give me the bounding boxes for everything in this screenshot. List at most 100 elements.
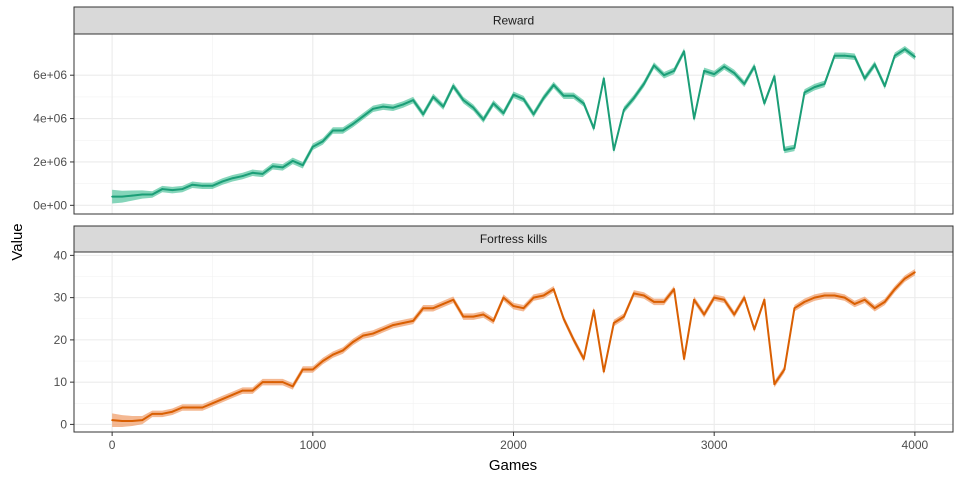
data-point [723, 298, 726, 301]
data-point [542, 294, 545, 297]
data-point [412, 99, 415, 102]
data-point [211, 402, 214, 405]
data-point [532, 113, 535, 116]
data-point [111, 195, 114, 198]
data-point [271, 381, 274, 384]
data-point [522, 307, 525, 310]
data-point [181, 406, 184, 409]
y-tick-label: 0e+00 [33, 198, 67, 212]
data-point [392, 324, 394, 326]
data-point [673, 69, 675, 72]
data-point [452, 298, 455, 301]
data-point [512, 93, 515, 96]
data-point [151, 412, 154, 415]
data-point [733, 313, 736, 316]
data-point [572, 338, 575, 341]
data-point [572, 94, 575, 97]
data-point [412, 319, 415, 322]
data-point [141, 419, 144, 422]
data-point [893, 54, 896, 57]
data-point [221, 398, 224, 400]
data-point [331, 353, 334, 356]
y-tick-label: 40 [54, 248, 68, 262]
x-tick-label: 2000 [500, 438, 527, 452]
panels-layer: Reward 0e+00 2e+06 4e+06 6e+06 Fortress kills… [33, 6, 954, 433]
data-point [181, 188, 184, 190]
data-point [793, 146, 796, 149]
series-points [111, 48, 916, 198]
data-point [703, 313, 706, 316]
data-point [653, 64, 655, 67]
data-point [713, 73, 716, 76]
data-point [301, 368, 304, 371]
data-point [883, 300, 886, 303]
data-point [261, 381, 264, 384]
data-point [803, 91, 806, 94]
data-point [823, 82, 826, 85]
data-point [903, 48, 906, 51]
data-point [863, 77, 866, 80]
panel-1: Reward 0e+00 2e+06 4e+06 6e+06 [33, 6, 954, 215]
data-point [271, 165, 274, 168]
data-point [281, 166, 284, 169]
data-point [141, 193, 144, 196]
data-point [201, 184, 204, 187]
data-point [813, 296, 816, 299]
data-point [131, 420, 134, 422]
data-point [251, 389, 254, 392]
data-point [321, 360, 324, 362]
data-point [492, 102, 495, 105]
data-point [552, 84, 555, 86]
data-point [582, 102, 585, 105]
data-point [251, 171, 254, 174]
panel-border [73, 33, 954, 215]
data-point [331, 129, 334, 132]
data-point [241, 175, 244, 177]
data-point [512, 305, 515, 307]
data-point [362, 334, 364, 337]
data-point [121, 195, 124, 198]
data-point [633, 97, 635, 99]
data-point [372, 107, 374, 110]
data-point [442, 303, 445, 305]
data-point [492, 319, 495, 322]
data-point [743, 296, 746, 299]
data-point [342, 129, 344, 132]
data-point [231, 393, 234, 396]
data-point [432, 95, 435, 98]
data-point [382, 105, 384, 108]
y-tick-label: 0 [60, 417, 67, 431]
data-point [442, 105, 445, 108]
data-point [221, 180, 224, 183]
data-point [352, 341, 354, 343]
data-point [753, 65, 756, 68]
data-point [191, 183, 194, 186]
data-point [402, 322, 405, 324]
y-axis: 0e+00 2e+06 4e+06 6e+06 [33, 68, 74, 212]
data-point [653, 300, 655, 303]
data-point [633, 292, 635, 295]
data-point [893, 288, 896, 291]
data-point [291, 385, 294, 388]
data-point [462, 99, 465, 102]
data-point [773, 75, 776, 78]
data-point [843, 296, 846, 299]
data-point [853, 303, 856, 305]
data-point [311, 368, 314, 371]
data-point [462, 315, 465, 318]
data-point [673, 288, 675, 291]
data-point [833, 294, 836, 297]
gridlines [74, 252, 953, 432]
data-point [311, 145, 314, 148]
data-point [131, 194, 134, 197]
data-point [913, 55, 916, 58]
data-point [693, 298, 696, 301]
strip-label: Reward [493, 14, 534, 28]
data-point [161, 188, 164, 190]
series-points [111, 271, 916, 422]
data-point [693, 117, 696, 120]
data-point [823, 294, 826, 297]
x-tick-label: 1000 [299, 438, 326, 452]
data-point [121, 420, 124, 422]
data-point [472, 315, 475, 318]
